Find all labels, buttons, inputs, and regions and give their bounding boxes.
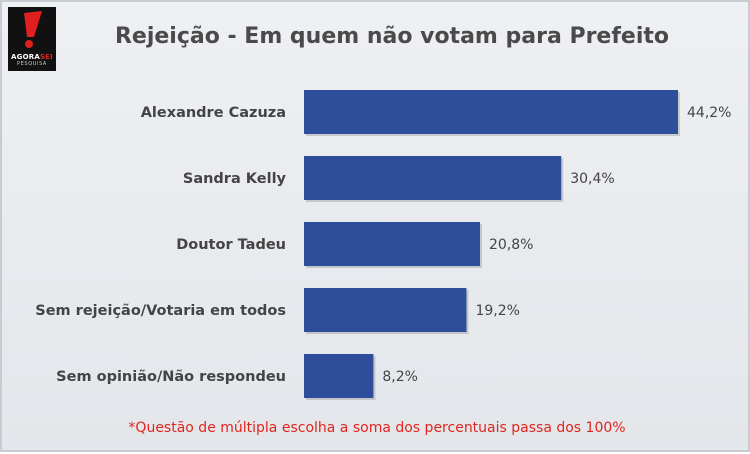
category-label-0: Alexandre Cazuza <box>141 105 286 121</box>
value-label-2: 20,8% <box>489 237 533 253</box>
logo-wordmark: AGORASEI <box>11 53 53 61</box>
exclamation-logo-icon <box>24 11 42 48</box>
value-label-3: 19,2% <box>475 303 519 319</box>
footnote: *Questão de múltipla escolha a soma dos … <box>128 420 626 436</box>
bar-3 <box>304 288 467 332</box>
chart-title: Rejeição - Em quem não votam para Prefei… <box>114 24 670 49</box>
logo-subtitle: PESQUISA <box>17 61 47 67</box>
bar-4 <box>304 354 374 398</box>
category-label-4: Sem opinião/Não respondeu <box>56 369 286 385</box>
category-label-3: Sem rejeição/Votaria em todos <box>35 303 286 319</box>
bar-2 <box>304 222 480 266</box>
brand-logo: AGORASEI PESQUISA <box>8 7 56 71</box>
bar-0 <box>304 90 678 134</box>
value-label-0: 44,2% <box>687 105 731 121</box>
bar-1 <box>304 156 562 200</box>
value-label-1: 30,4% <box>570 171 614 187</box>
value-label-4: 8,2% <box>382 369 418 385</box>
category-label-2: Doutor Tadeu <box>176 237 286 253</box>
category-label-1: Sandra Kelly <box>183 171 287 187</box>
